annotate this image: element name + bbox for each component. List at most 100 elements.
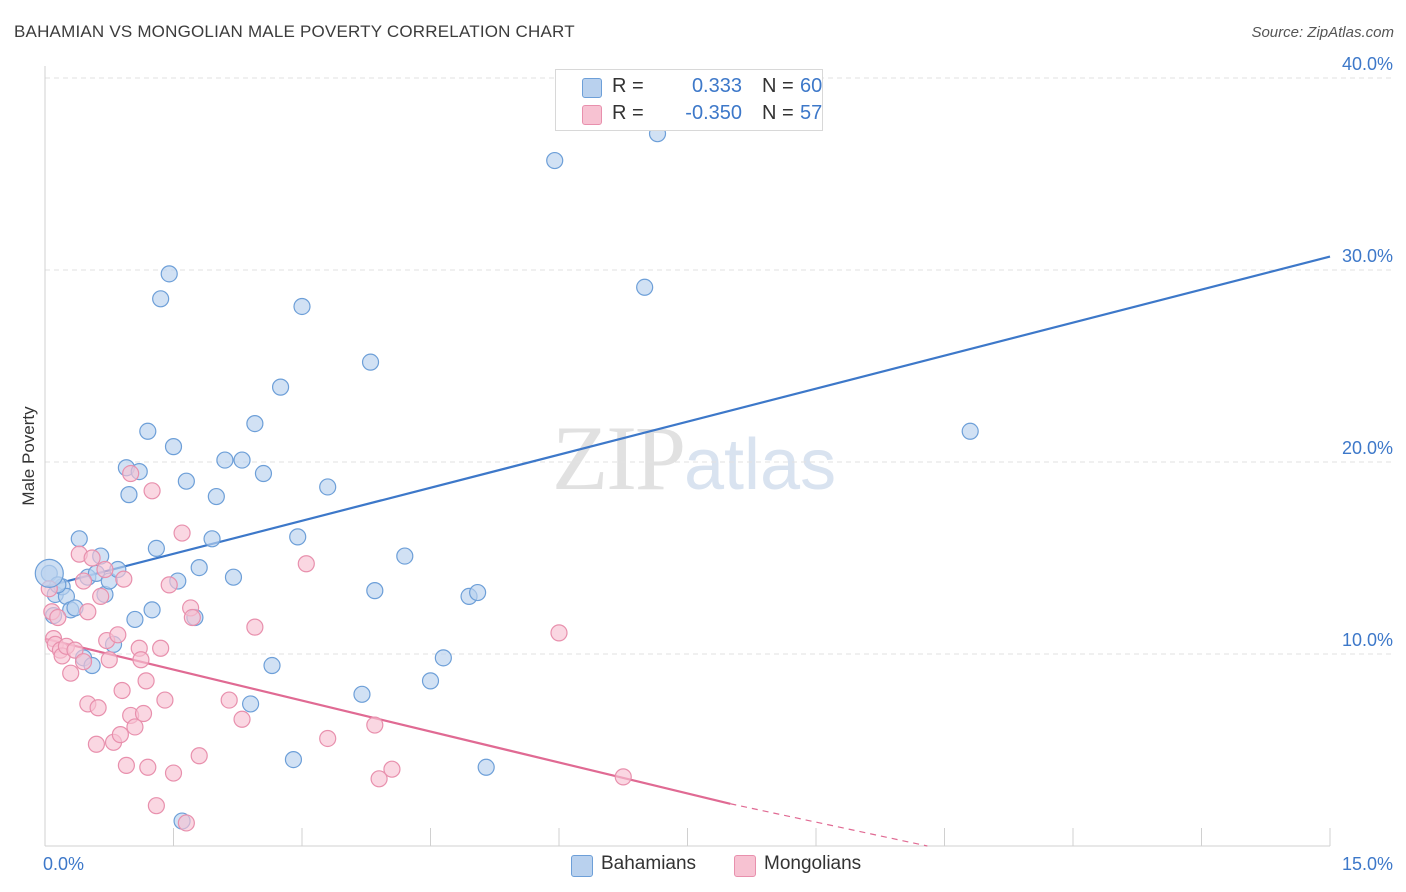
watermark-atlas: atlas xyxy=(684,425,837,505)
bahamian-point xyxy=(353,685,371,703)
legend-swatch-pink xyxy=(734,855,756,877)
bahamian-point xyxy=(636,278,654,296)
mongolian-point xyxy=(366,716,384,734)
watermark-zip: ZIP xyxy=(552,407,686,509)
bahamian-point xyxy=(289,528,307,546)
bahamian-point xyxy=(361,353,380,371)
mongolian-point xyxy=(126,718,144,736)
mongolian-point xyxy=(66,641,84,659)
bahamian-point xyxy=(254,464,273,483)
y-tick-label: 30.0% xyxy=(1342,246,1393,266)
bahamian-point xyxy=(190,558,208,577)
legend-r-value: 0.333 xyxy=(691,75,742,97)
trend-layer xyxy=(44,255,1331,847)
y-tick-label: 20.0% xyxy=(1342,438,1393,458)
mongolian-point xyxy=(152,639,170,657)
bahamian-point xyxy=(152,290,170,308)
legend-swatch-blue xyxy=(571,855,593,877)
mongolian-point xyxy=(147,797,165,815)
bahamian-point xyxy=(126,610,144,629)
mongolian-point xyxy=(96,560,114,579)
mongolian-point xyxy=(137,672,155,690)
x-tick-label: 0.0% xyxy=(43,854,84,874)
mongolian-point xyxy=(109,626,127,644)
legend-swatch-blue xyxy=(582,78,602,98)
bahamian-point xyxy=(177,472,195,490)
mongolian-point xyxy=(143,482,161,500)
mongolian-point xyxy=(115,570,133,588)
mongolian-point xyxy=(113,681,131,700)
mongolian-point xyxy=(87,735,106,753)
bahamian-point xyxy=(216,451,234,469)
y-tick-label: 10.0% xyxy=(1342,630,1393,650)
mongolian-point xyxy=(62,664,80,682)
mongolian-point xyxy=(83,549,101,567)
legend-label-bahamians: Bahamians xyxy=(601,853,697,874)
bahamian-point xyxy=(139,422,157,440)
bahamian-point-large xyxy=(34,558,64,588)
bahamian-point xyxy=(263,656,281,675)
mongolian-point xyxy=(370,770,388,788)
bahamian-point xyxy=(120,486,138,504)
legend-r-label: R = xyxy=(612,102,644,124)
bahamian-trendline xyxy=(44,255,1331,588)
bahamian-point xyxy=(246,415,264,433)
mongolian-point xyxy=(614,768,632,786)
mongolian-point xyxy=(117,756,135,774)
bahamian-point xyxy=(271,378,290,396)
bahamian-point xyxy=(203,530,221,548)
mongolian-point xyxy=(139,758,157,776)
bahamian-point xyxy=(242,695,260,713)
legend-n-value: 57 xyxy=(800,102,823,124)
mongolian-point xyxy=(383,760,401,778)
mongolian-point xyxy=(49,608,67,627)
chart-source: Source: ZipAtlas.com xyxy=(1251,24,1394,41)
mongolian-point xyxy=(190,747,208,765)
mongolian-point xyxy=(100,651,118,669)
bahamian-point xyxy=(469,583,487,602)
mongolian-point xyxy=(297,555,315,573)
mongolian-point xyxy=(164,764,183,782)
correlation-legend: R = 0.333 N = 60 R = -0.350 N = 57 xyxy=(555,69,823,131)
mongolian-point xyxy=(89,699,107,717)
mongolian-point xyxy=(79,603,97,621)
watermark: ZIPatlas xyxy=(552,405,836,511)
mongolian-trendline-extension xyxy=(730,803,928,847)
bahamian-point xyxy=(421,672,440,690)
mongolian-point xyxy=(160,576,178,594)
legend-n-label: N = xyxy=(762,102,794,124)
mongolian-point xyxy=(177,814,195,832)
bahamian-point xyxy=(477,758,495,776)
chart-title: BAHAMIAN VS MONGOLIAN MALE POVERTY CORRE… xyxy=(14,22,575,41)
mongolian-point xyxy=(233,710,251,728)
legend-label-mongolians: Mongolians xyxy=(764,853,862,874)
y-tick-label: 40.0% xyxy=(1342,54,1393,74)
bahamian-point xyxy=(366,582,384,600)
mongolian-point xyxy=(220,691,238,709)
axis-layer: 10.0% 20.0% 30.0% 40.0% 0.0% 15.0% xyxy=(43,54,1393,874)
bahamian-point xyxy=(961,422,979,440)
legend-n-label: N = xyxy=(762,75,794,97)
bahamian-point xyxy=(143,601,161,619)
mongolian-point xyxy=(183,608,201,627)
mongolian-point xyxy=(74,653,93,671)
x-tick-label: 15.0% xyxy=(1342,854,1393,874)
bahamian-point xyxy=(319,478,337,496)
y-axis-label: Male Poverty xyxy=(19,406,38,506)
bahamian-point xyxy=(160,265,178,283)
mongolian-point xyxy=(550,624,568,642)
legend-n-value: 60 xyxy=(800,75,823,97)
mongolian-point xyxy=(74,572,93,590)
bahamian-point xyxy=(164,438,183,456)
bahamian-point xyxy=(284,750,303,769)
bahamian-point xyxy=(147,539,165,558)
legend-r-label: R = xyxy=(612,75,644,97)
bahamian-point xyxy=(396,547,414,565)
bahamian-point xyxy=(70,530,88,548)
mongolian-point xyxy=(246,618,264,636)
mongolian-point xyxy=(132,651,150,669)
mongolian-point xyxy=(134,704,153,723)
bahamian-point xyxy=(224,568,243,586)
bahamian-point xyxy=(293,297,311,316)
